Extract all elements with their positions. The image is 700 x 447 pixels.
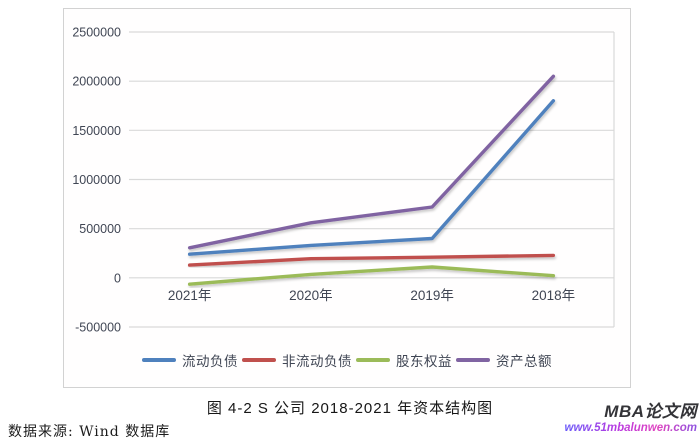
y-axis-tick-label: 500000 <box>79 222 121 236</box>
watermark-url: www.51mbalunwen.com <box>564 421 698 434</box>
legend-item-1: 非流动负债 <box>242 350 352 370</box>
y-axis-tick-label: 2500000 <box>72 26 121 40</box>
legend-item-0: 流动负债 <box>142 350 238 370</box>
legend-label: 非流动负债 <box>282 354 352 369</box>
y-axis-tick-label: -500000 <box>75 321 121 335</box>
x-axis-tick-label: 2019年 <box>410 288 454 303</box>
x-axis-tick-label: 2021年 <box>168 288 212 303</box>
legend-item-2: 股东权益 <box>356 350 452 370</box>
watermark-brand: MBA论文网 <box>604 402 697 421</box>
series-line-0 <box>187 99 556 256</box>
series-line-2 <box>187 265 556 286</box>
legend-label: 股东权益 <box>396 354 452 369</box>
legend-label: 流动负债 <box>182 354 238 369</box>
legend-line-swatch <box>142 358 176 362</box>
watermark: MBA论文网 www.51mbalunwen.com <box>565 402 698 435</box>
line-chart: 2500000 2000000 1500000 1000000 500000 0 -5000… <box>72 26 615 335</box>
legend-line-swatch <box>456 358 490 362</box>
y-axis-tick-label: 1500000 <box>72 124 121 138</box>
legend-label: 资产总额 <box>496 354 552 369</box>
y-axis-tick-label: 0 <box>114 271 121 285</box>
series-line-1 <box>187 253 556 267</box>
chart-caption: 图 4-2 S 公司 2018-2021 年资本结构图 <box>206 400 494 417</box>
legend-item-3: 资产总额 <box>456 350 552 370</box>
chart-legend: 流动负债 非流动负债 股东权益 资产总额 <box>64 350 630 370</box>
x-axis-tick-label: 2020年 <box>289 288 333 303</box>
legend-line-swatch <box>356 358 390 362</box>
series-line-3 <box>187 74 556 250</box>
y-axis-tick-label: 2000000 <box>72 75 121 89</box>
legend-line-swatch <box>242 358 276 362</box>
x-axis-tick-label: 2018年 <box>532 288 576 303</box>
chart-frame: 2500000 2000000 1500000 1000000 500000 0 -5000… <box>63 8 631 388</box>
source-note: 数据来源: Wind 数据库 <box>8 424 171 440</box>
y-axis-tick-label: 1000000 <box>72 173 121 187</box>
